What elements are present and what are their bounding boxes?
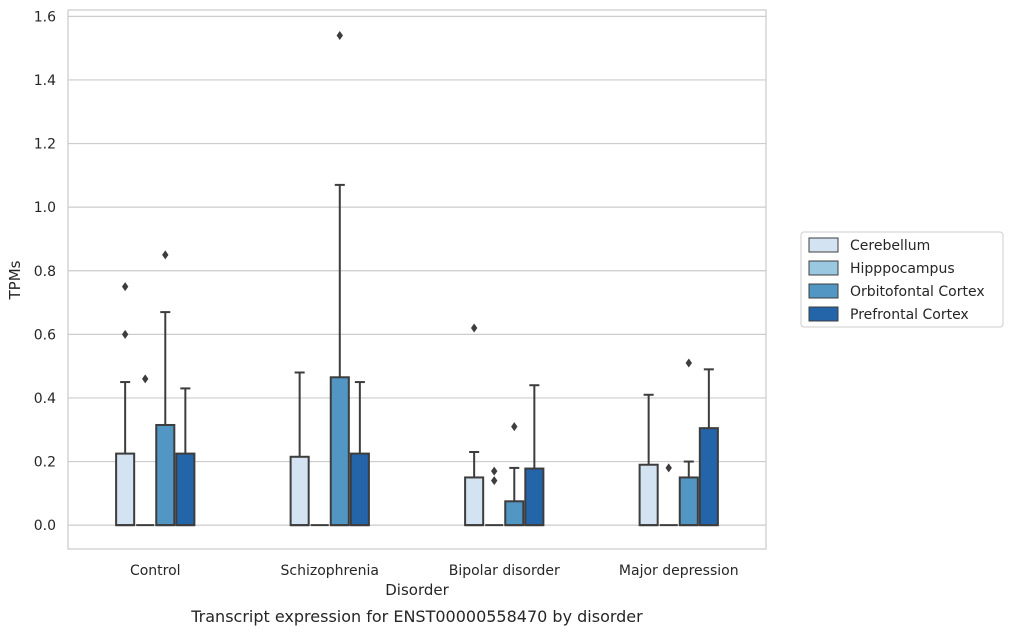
legend-label: Prefrontal Cortex [850,307,969,323]
y-tick-label: 0.6 [34,327,56,343]
box [349,452,370,527]
box-group [659,463,678,527]
box [678,476,699,527]
box-group [485,466,504,527]
box-group [155,250,176,527]
outlier-point [162,250,169,260]
x-tick-label: Bipolar disorder [449,563,560,579]
box-group [524,384,545,527]
y-tick-label: 1.0 [34,200,56,216]
box-group [638,393,659,527]
x-tick-label: Major depression [619,563,739,579]
y-tick-label: 1.6 [34,9,56,25]
box [638,463,659,527]
y-tick-label: 0.0 [34,518,56,534]
outlier-point [121,282,129,292]
x-tick-labels: Control Schizophrenia Bipolar disorder Majo… [130,563,739,579]
box [329,376,350,527]
legend-label: Orbitofontal Cortex [850,284,985,300]
box-group [136,374,155,527]
box-group [329,30,350,527]
box [698,427,719,527]
box [464,476,485,527]
box-group [464,323,485,527]
boxes [115,30,719,527]
y-tick-label: 1.2 [34,137,56,153]
legend-label: Hipppocampus [850,261,955,277]
x-tick-label: Control [130,563,181,579]
x-tick-label: Schizophrenia [281,563,379,579]
box [524,467,545,527]
legend-swatch [808,306,839,322]
chart-caption: Transcript expression for ENST0000055847… [190,607,643,626]
box-group [115,282,136,527]
y-tick-label: 0.8 [34,264,56,280]
outlier-point [121,329,129,339]
y-tick-label: 0.2 [34,455,56,471]
outlier-point [491,476,498,486]
legend-swatch [808,260,839,276]
y-tick-label: 0.4 [34,391,56,407]
box [175,452,196,527]
legend-swatch [808,237,839,253]
box [115,452,136,527]
box-group [349,381,370,527]
legend-frame [800,231,1004,328]
box [289,455,310,527]
outlier-point [142,374,149,384]
box-group [175,387,196,527]
outlier-point [336,30,343,40]
box-group [678,358,699,527]
legend: Cerebellum Hipppocampus Orbitofontal Corte… [800,231,1004,328]
y-tick-labels: 0.0 0.2 0.4 0.6 0.8 1.0 1.2 1.4 1.6 [34,9,56,534]
outlier-point [470,323,478,333]
box [155,423,176,527]
legend-swatch [808,283,839,299]
legend-label: Cerebellum [850,238,930,254]
outlier-point [685,358,692,368]
outlier-point [665,463,672,473]
box-group [289,371,310,527]
box-group [504,422,525,527]
x-axis-label: Disorder [385,581,449,599]
outlier-point [491,466,498,476]
y-tick-label: 1.4 [34,73,56,89]
plot-frame [67,9,767,550]
outlier-point [511,422,518,432]
box-group [698,368,719,527]
box [504,500,525,527]
y-axis-label: TPMs [6,260,24,300]
